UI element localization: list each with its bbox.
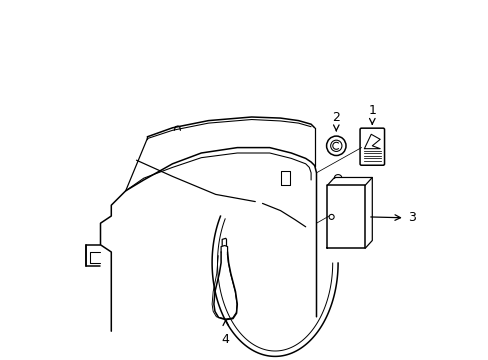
Text: 3: 3	[407, 211, 415, 224]
Text: 1: 1	[367, 104, 375, 117]
Text: 2: 2	[332, 111, 340, 124]
Text: 4: 4	[222, 333, 229, 346]
